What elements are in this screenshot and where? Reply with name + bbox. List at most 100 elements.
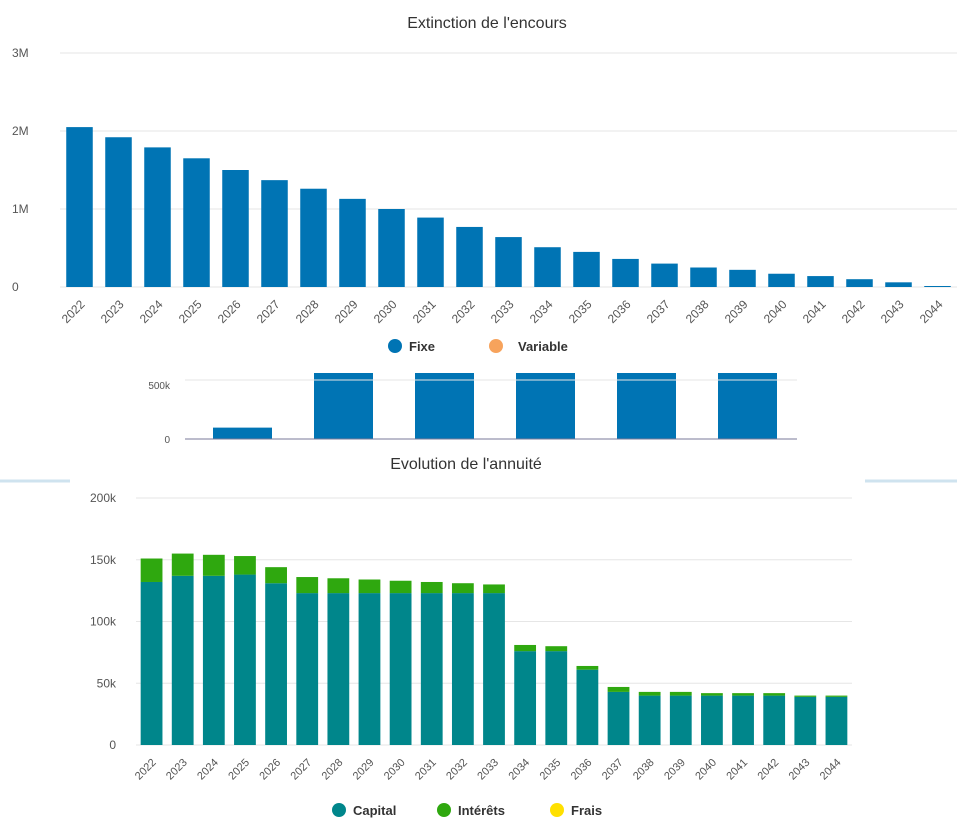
bar-fixe-2030[interactable] — [378, 209, 405, 287]
bar-fixe-2035[interactable] — [573, 251, 600, 287]
bar-fixe-2028[interactable] — [300, 188, 327, 287]
bar-interets-2028[interactable] — [327, 578, 350, 594]
chart-title: Evolution de l'annuité — [390, 456, 542, 473]
bar-capital-2042[interactable] — [763, 695, 786, 745]
x-tick-label: 2039 — [722, 297, 751, 326]
legend-item-capital[interactable]: Capital — [332, 803, 396, 818]
bar-fixe-2024[interactable] — [144, 147, 171, 287]
bar-capital-2033[interactable] — [483, 593, 505, 745]
x-tick-label: 2043 — [878, 297, 907, 326]
bar-interets-2037[interactable] — [607, 686, 630, 692]
bar-hidden-chart[interactable] — [213, 427, 272, 439]
bar-interets-2038[interactable] — [638, 691, 661, 696]
bar-fixe-2033[interactable] — [495, 237, 522, 287]
x-tick-label: 2040 — [761, 297, 790, 326]
bar-capital-2044[interactable] — [825, 696, 848, 745]
legend-marker-fixe — [388, 339, 402, 353]
x-tick-label: 2042 — [839, 297, 868, 326]
bar-fixe-2029[interactable] — [339, 198, 366, 287]
separator — [0, 479, 957, 483]
bar-interets-2044[interactable] — [825, 695, 848, 697]
bar-hidden-chart[interactable] — [718, 373, 777, 439]
bar-fixe-2040[interactable] — [768, 273, 795, 287]
legend-label-capital: Capital — [353, 803, 396, 818]
x-tick-label: 2025 — [176, 297, 205, 326]
bar-interets-2026[interactable] — [265, 567, 287, 584]
bar-hidden-chart[interactable] — [617, 373, 676, 439]
y-tick-label: 3M — [12, 46, 29, 60]
bar-interets-2036[interactable] — [576, 665, 599, 670]
bar-capital-2038[interactable] — [638, 695, 661, 745]
y-tick-label: 0 — [164, 435, 170, 446]
bar-fixe-2039[interactable] — [729, 269, 756, 287]
bar-capital-2029[interactable] — [358, 593, 381, 745]
bar-interets-2040[interactable] — [701, 693, 723, 696]
bar-capital-2041[interactable] — [732, 695, 754, 745]
x-tick-label: 2032 — [449, 297, 478, 326]
bar-fixe-2034[interactable] — [534, 247, 561, 287]
bar-fixe-2026[interactable] — [222, 170, 249, 287]
bar-fixe-2043[interactable] — [885, 282, 912, 287]
bar-interets-2031[interactable] — [420, 581, 443, 594]
bar-capital-2035[interactable] — [545, 651, 568, 745]
bar-capital-2031[interactable] — [420, 593, 443, 745]
bar-interets-2024[interactable] — [202, 554, 225, 576]
legend-marker-interets — [437, 803, 451, 817]
bar-capital-2022[interactable] — [140, 581, 163, 745]
bar-fixe-2042[interactable] — [846, 279, 873, 287]
bar-capital-2028[interactable] — [327, 593, 350, 745]
bar-hidden-chart[interactable] — [516, 373, 575, 439]
bar-hidden-chart[interactable] — [415, 373, 474, 439]
bar-fixe-2023[interactable] — [105, 137, 132, 287]
y-tick-label: 0 — [109, 738, 116, 752]
bar-interets-2034[interactable] — [514, 644, 537, 652]
bar-capital-2027[interactable] — [296, 593, 319, 745]
bar-fixe-2031[interactable] — [417, 217, 444, 287]
bar-capital-2040[interactable] — [701, 695, 723, 745]
legend-item-interets[interactable]: Intérêts — [437, 803, 505, 818]
legend-item-variable[interactable]: Variable — [489, 339, 568, 354]
bar-fixe-2036[interactable] — [612, 258, 639, 287]
bar-capital-2037[interactable] — [607, 691, 630, 745]
bar-capital-2043[interactable] — [794, 696, 817, 745]
bar-capital-2039[interactable] — [669, 695, 692, 745]
bar-interets-2041[interactable] — [732, 693, 754, 696]
bar-interets-2025[interactable] — [234, 556, 256, 575]
bar-interets-2030[interactable] — [389, 580, 412, 594]
bar-capital-2026[interactable] — [265, 583, 287, 745]
bar-interets-2043[interactable] — [794, 695, 817, 697]
legend-label-interets: Intérêts — [458, 803, 505, 818]
bar-fixe-2041[interactable] — [807, 276, 834, 287]
bar-fixe-2027[interactable] — [261, 180, 288, 287]
y-tick-label: 1M — [12, 202, 29, 216]
bar-interets-2027[interactable] — [296, 577, 319, 594]
bar-interets-2035[interactable] — [545, 646, 568, 652]
bar-fixe-2025[interactable] — [183, 158, 210, 287]
bar-interets-2022[interactable] — [140, 558, 163, 582]
hidden-chart: 0 500k — [148, 373, 797, 446]
bar-capital-2024[interactable] — [202, 575, 225, 745]
x-tick-label: 2035 — [566, 297, 595, 326]
bar-fixe-2022[interactable] — [66, 127, 93, 287]
bar-fixe-2038[interactable] — [690, 267, 717, 288]
bar-hidden-chart[interactable] — [314, 373, 373, 439]
x-tick-label: 2026 — [215, 297, 244, 326]
bar-interets-2042[interactable] — [763, 693, 786, 696]
bar-fixe-2032[interactable] — [456, 226, 483, 287]
bar-capital-2032[interactable] — [451, 593, 474, 745]
bar-capital-2025[interactable] — [234, 574, 256, 745]
legend-item-frais[interactable]: Frais — [550, 803, 602, 818]
bar-fixe-2037[interactable] — [651, 263, 678, 287]
bar-interets-2039[interactable] — [669, 691, 692, 696]
bar-capital-2023[interactable] — [171, 575, 194, 745]
bar-interets-2023[interactable] — [171, 553, 194, 576]
chart-title: Extinction de l'encours — [407, 15, 567, 32]
bar-capital-2030[interactable] — [389, 593, 412, 745]
bar-interets-2033[interactable] — [483, 584, 505, 594]
bar-interets-2032[interactable] — [451, 583, 474, 594]
bar-fixe-2044[interactable] — [924, 286, 951, 287]
bar-capital-2034[interactable] — [514, 651, 537, 745]
legend-item-fixe[interactable]: Fixe — [388, 339, 435, 354]
bar-capital-2036[interactable] — [576, 669, 599, 745]
bar-interets-2029[interactable] — [358, 579, 381, 594]
